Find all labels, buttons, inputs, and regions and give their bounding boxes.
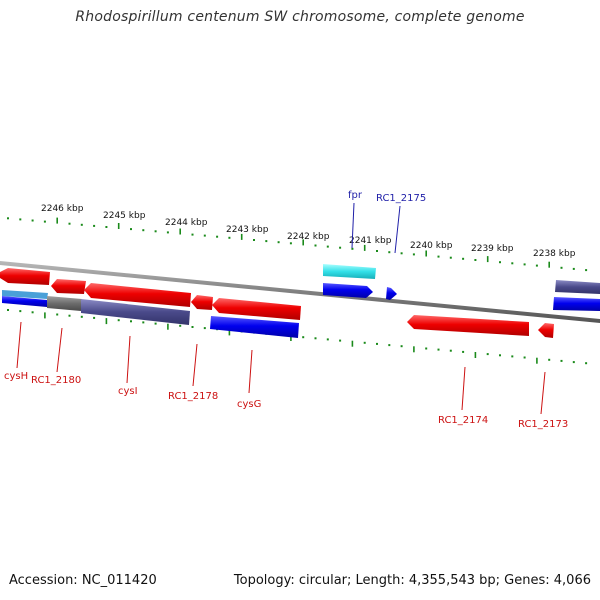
forward-gene bbox=[210, 316, 299, 338]
gene-label-rc1-2180: RC1_2180 bbox=[31, 375, 81, 386]
gene-cysi bbox=[84, 283, 191, 307]
reverse-labels: cysH RC1_2180 cysI RC1_2178 cysG RC1_217… bbox=[4, 321, 568, 430]
outer-scale-ticks bbox=[7, 217, 588, 272]
scale-label: 2244 kbp bbox=[165, 218, 208, 228]
label-leader-line bbox=[56, 327, 63, 373]
gene-label-fpr: fpr bbox=[348, 190, 363, 201]
gene-label-cysg: cysG bbox=[237, 399, 261, 410]
gene-label-cysi: cysI bbox=[118, 386, 138, 397]
scale-label: 2240 kbp bbox=[410, 241, 453, 251]
label-leader-line bbox=[16, 321, 22, 369]
scale-label: 2238 kbp bbox=[533, 249, 576, 259]
gene-label-cysh: cysH bbox=[4, 371, 28, 382]
genome-backbone bbox=[0, 260, 600, 324]
gene-cysh bbox=[0, 268, 50, 285]
scale-labels: 2246 kbp 2245 kbp 2244 kbp 2243 kbp 2242… bbox=[41, 204, 576, 259]
label-leader-line bbox=[248, 349, 253, 394]
scale-label: 2241 kbp bbox=[349, 236, 392, 246]
label-leader-line bbox=[192, 343, 198, 387]
gene-rc1-2175 bbox=[386, 287, 397, 300]
scale-label: 2239 kbp bbox=[471, 244, 514, 254]
cds-band bbox=[555, 280, 600, 294]
label-leader-line bbox=[461, 366, 466, 411]
scale-label: 2243 kbp bbox=[226, 225, 269, 235]
gene-label-rc1-2174: RC1_2174 bbox=[438, 415, 488, 426]
label-leader-line bbox=[126, 335, 131, 384]
forward-gene bbox=[2, 296, 47, 307]
rna-feature bbox=[2, 290, 48, 299]
gene-label-rc1-2173: RC1_2173 bbox=[518, 419, 568, 430]
cds-band bbox=[81, 299, 190, 325]
forward-gene bbox=[553, 297, 600, 311]
gene-rc1-2173 bbox=[538, 323, 554, 338]
gene-fpr bbox=[323, 283, 373, 298]
genome-summary-text: Topology: circular; Length: 4,355,543 bp… bbox=[233, 573, 591, 588]
scale-label: 2246 kbp bbox=[41, 204, 84, 214]
map-title: Rhodospirillum centenum SW chromosome, c… bbox=[75, 9, 525, 25]
gene-cysg bbox=[212, 298, 301, 320]
rna-feature bbox=[323, 264, 376, 279]
reverse-features bbox=[0, 268, 554, 338]
gene-label-rc1-2178: RC1_2178 bbox=[168, 391, 218, 402]
gene-rc1-2180 bbox=[51, 279, 86, 294]
gene-rc1-2178 bbox=[191, 295, 213, 310]
label-leader-line bbox=[540, 371, 546, 415]
accession-text: Accession: NC_011420 bbox=[9, 573, 157, 588]
gene-label-rc1-2175: RC1_2175 bbox=[376, 193, 426, 204]
forward-labels: fpr RC1_2175 bbox=[348, 190, 426, 254]
inner-features bbox=[2, 290, 299, 338]
cds-band bbox=[47, 296, 82, 311]
gene-rc1-2174 bbox=[407, 315, 529, 336]
scale-label: 2245 kbp bbox=[103, 211, 146, 221]
label-leader-line bbox=[394, 205, 401, 254]
forward-features bbox=[323, 264, 600, 311]
label-leader-line bbox=[351, 202, 355, 249]
scale-label: 2242 kbp bbox=[287, 232, 330, 242]
